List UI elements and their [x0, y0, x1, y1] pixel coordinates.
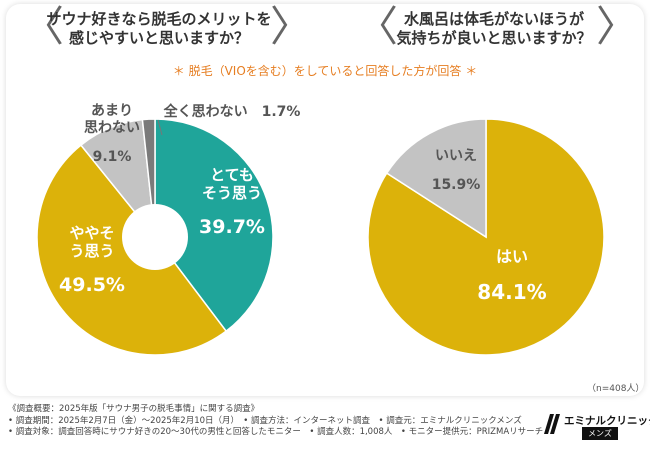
chart2-label-2-line-1: いいえ [435, 148, 477, 164]
question-1-line-2: 感じやすいと思いますか？ [68, 29, 249, 47]
chart2-value-2: 15.9% [432, 177, 481, 193]
chart1-label-3-line-2: 思わない [84, 120, 140, 136]
footer-line-1: 《調査概要：2025年版「サウナ男子の脱毛事情」に関する調査》 [8, 404, 260, 414]
question-1: サウナ好きなら脱毛のメリットを 感じやすいと思いますか？ [24, 10, 294, 48]
right-bracket-open: 〈 [356, 2, 399, 51]
chart1-label-2-line-1: ややそ [69, 224, 114, 242]
chart1-value-1: 39.7% [199, 216, 265, 238]
question-2-line-2: 気持ちが良いと思いますか？ [396, 29, 592, 47]
right-bracket-close: 〉 [596, 2, 639, 51]
logo-sub: メンズ [582, 427, 618, 440]
question-2-line-1: 水風呂は体毛がないほうが [403, 10, 584, 28]
chart1-label-3-line-1: あまり [91, 103, 133, 119]
respondent-note: ＊ 脱毛（VIOを含む）をしていると回答した方が回答 ＊ [172, 64, 478, 78]
chart1-label-1-line-2: そう思う [202, 184, 262, 202]
survey-footer: 《調査概要：2025年版「サウナ男子の脱毛事情」に関する調査》 • 調査期間：2… [8, 404, 543, 439]
chart2-label-2: いいえ 15.9% [432, 148, 481, 193]
footer-line-2: • 調査期間：2025年2月7日（金）〜2025年2月10日（月） • 調査方法… [8, 415, 522, 426]
sample-size: （n=408人） [587, 384, 645, 394]
clinic-logo: エミナルクリニック メンズ [542, 412, 650, 442]
chart1-label-4: 全く思わない 1.7% [163, 103, 301, 120]
logo-name: エミナルクリニック [564, 415, 650, 427]
chart1-donut-hole [122, 204, 188, 270]
chart1-value-2: 49.5% [59, 274, 125, 296]
question-1-line-1: サウナ好きなら脱毛のメリットを [46, 10, 272, 28]
left-bracket-open: 〈 [22, 2, 65, 51]
chart2-label-1-line-1: はい [496, 247, 528, 266]
chart2-slice-2 [385, 118, 487, 239]
logo-mark-icon [544, 414, 560, 434]
chart1-value-3: 9.1% [93, 149, 132, 165]
chart1-label-1-line-1: とても [210, 166, 254, 184]
chart1-leader-line [157, 119, 163, 136]
chart2-value-1: 84.1% [477, 280, 546, 304]
chart1-label-4-text: 全く思わない 1.7% [163, 103, 301, 120]
footer-line-3: • 調査対象：調査回答時にサウナ好きの20〜30代の男性と回答したモニター • … [8, 427, 544, 437]
question-2: 水風呂は体毛がないほうが 気持ちが良いと思いますか？ [374, 10, 614, 48]
chart1-slice-1 [154, 118, 274, 333]
left-bracket-close: 〉 [270, 2, 313, 51]
chart2-label-1: はい 84.1% [477, 247, 546, 304]
chart1-label-2-line-2: う思う [69, 242, 114, 260]
